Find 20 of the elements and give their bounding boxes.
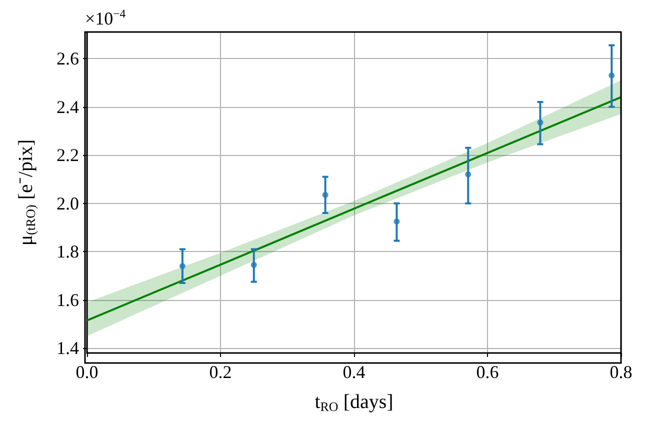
point xyxy=(608,72,615,78)
x-tick-label: 0.0 xyxy=(76,362,98,382)
y-tick-label: 1.4 xyxy=(56,338,79,358)
y-tick-label: 1.8 xyxy=(56,242,79,262)
point xyxy=(322,192,328,198)
point xyxy=(465,171,472,178)
x-tick-label: 0.2 xyxy=(209,362,232,382)
x-tick-label: 0.8 xyxy=(610,362,632,382)
point xyxy=(250,262,257,268)
point xyxy=(537,120,544,126)
y-axis-title: μ(tRO) [e⁻/pix] xyxy=(15,139,38,246)
y-tick-label: 1.6 xyxy=(56,290,79,310)
y-tick-label: 2.0 xyxy=(56,193,79,214)
point xyxy=(394,218,400,224)
y-tick-label: 2.6 xyxy=(56,48,79,69)
x-tick-label: 0.6 xyxy=(476,362,499,382)
y-tick-label: 2.4 xyxy=(56,96,79,117)
x-tick-label: 0.4 xyxy=(342,362,366,382)
point xyxy=(179,263,186,270)
y-tick-label: 2.2 xyxy=(56,145,79,166)
